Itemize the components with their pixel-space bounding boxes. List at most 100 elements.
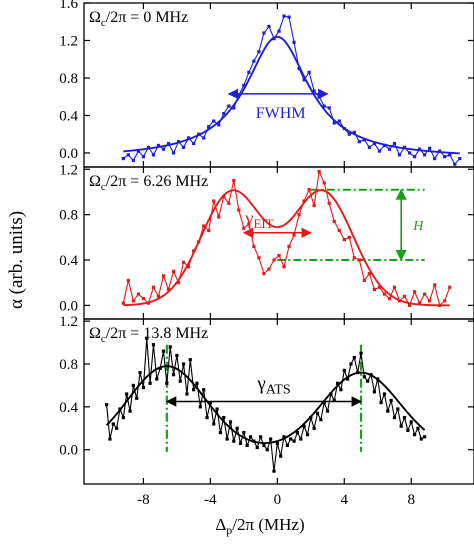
bottom-data-point (242, 430, 246, 435)
middle-data-point (362, 278, 366, 283)
middle-data-point (332, 219, 336, 224)
top-data-point (262, 31, 266, 35)
middle-data-point (176, 281, 181, 285)
bottom-data-point (175, 353, 179, 358)
top-data-point (423, 153, 427, 157)
top-data-point (352, 130, 356, 134)
top-data-point (121, 156, 125, 161)
bottom-data-point (346, 377, 350, 381)
top-y-tick-label: 1.2 (59, 33, 78, 49)
bottom-data-point (202, 388, 206, 392)
bottom-data-point (265, 448, 269, 452)
middle-data-point (372, 287, 377, 292)
top-data-point (156, 143, 161, 148)
bottom-data-point (212, 422, 216, 426)
top-data-point (418, 147, 422, 151)
bottom-fit-curve (105, 365, 426, 444)
bottom-y-tick-label: 0.4 (59, 400, 78, 416)
middle-data-point (202, 224, 206, 228)
middle-data-point (237, 208, 241, 212)
top-data-point (347, 132, 351, 136)
bottom-data-point (205, 415, 209, 420)
gamma-ats-label: γATS (256, 374, 290, 398)
top-data-point (267, 24, 271, 29)
top-data-point (292, 40, 296, 44)
fwhm-label: FWHM (256, 105, 306, 122)
bottom-data-point (319, 418, 323, 422)
bottom-data-point (372, 390, 377, 394)
middle-data-point (448, 285, 452, 289)
gamma-eit-label: γEIT (245, 208, 274, 231)
top-data-point (372, 141, 377, 146)
middle-data-point (302, 199, 306, 203)
bottom-data-point (269, 437, 273, 441)
bottom-data-point (171, 373, 176, 377)
bottom-data-point (362, 375, 366, 379)
top-data-point (392, 141, 397, 146)
bottom-data-point (272, 469, 276, 473)
top-data-point (412, 155, 417, 159)
middle-data-point (312, 203, 316, 208)
top-data-point (402, 145, 407, 149)
bottom-data-point (289, 437, 293, 441)
top-data-point (362, 138, 366, 142)
bottom-data-point (178, 379, 182, 383)
middle-data-point (443, 299, 447, 303)
top-data-point (407, 151, 412, 155)
x-tick-label: 0 (274, 492, 282, 508)
top-data-line (123, 15, 461, 166)
bottom-data-point (168, 345, 172, 349)
middle-data-point (171, 269, 176, 273)
top-data-point (252, 59, 256, 63)
top-data-point (448, 153, 452, 157)
bottom-y-tick-label: 0.8 (59, 357, 78, 373)
bottom-data-point (299, 437, 303, 441)
top-data-point (242, 83, 246, 88)
top-data-point (161, 147, 166, 151)
top-data-point (327, 106, 331, 110)
middle-data-point (412, 290, 417, 294)
middle-data-point (352, 256, 356, 260)
top-data-point (322, 104, 326, 108)
bottom-data-point (359, 351, 363, 355)
top-data-point (151, 153, 156, 157)
bottom-data-point (248, 435, 253, 439)
top-data-point (141, 155, 146, 159)
bottom-data-point (416, 426, 420, 430)
bottom-data-point (382, 392, 387, 396)
bottom-data-point (131, 383, 135, 388)
bottom-data-point (295, 430, 300, 435)
bottom-data-point (141, 385, 146, 390)
top-frame (83, 2, 474, 168)
middle-data-point (322, 181, 326, 185)
middle-data-point (217, 215, 221, 219)
top-data-point (443, 155, 447, 159)
bottom-panel-label: Ωc/2π = 13.8 MHz (89, 325, 208, 345)
bottom-data-point (121, 415, 125, 420)
top-data-point (277, 29, 281, 33)
top-data-point (166, 141, 171, 146)
top-data-point (377, 149, 382, 153)
bottom-data-point (218, 430, 223, 435)
bottom-data-point (108, 437, 112, 441)
middle-data-point (382, 292, 387, 296)
bottom-data-point (188, 358, 192, 362)
middle-data-point (121, 301, 125, 305)
top-data-point (131, 158, 135, 163)
middle-fit-curve (123, 189, 450, 307)
bottom-data-point (255, 445, 259, 450)
bottom-data-point (386, 409, 390, 413)
top-data-point (367, 145, 371, 149)
bottom-data-point (392, 415, 397, 420)
middle-y-tick-label: 0.0 (59, 298, 78, 314)
top-data-point (136, 149, 140, 153)
top-data-point (453, 162, 457, 166)
bottom-data-point (105, 403, 109, 407)
bottom-data-point (195, 381, 199, 385)
middle-data-point (161, 274, 166, 278)
middle-panel-label: Ωc/2π = 6.26 MHz (89, 173, 208, 193)
bottom-data-point (245, 443, 249, 448)
bottom-data-point (215, 407, 219, 411)
bottom-data-point (275, 441, 279, 445)
